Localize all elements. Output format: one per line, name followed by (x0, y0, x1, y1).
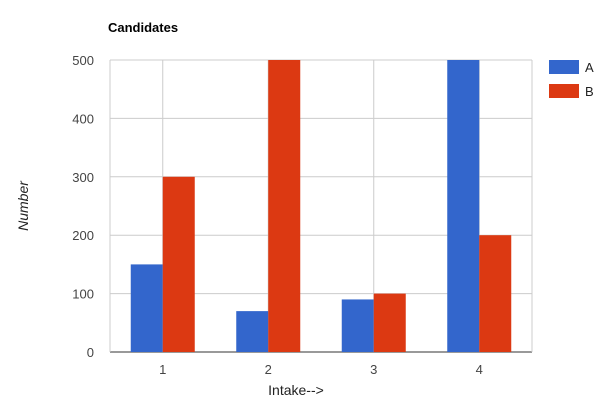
y-axis-title: Number (15, 180, 31, 231)
legend-swatch-B (549, 84, 579, 98)
y-tick-label: 0 (87, 345, 94, 360)
chart-title: Candidates (108, 20, 178, 35)
y-tick-label: 300 (72, 170, 94, 185)
bar-series-B-category-3 (373, 293, 406, 352)
bars (130, 60, 512, 352)
legend-label-A: A (585, 60, 594, 75)
x-tick-label: 3 (370, 362, 377, 377)
bar-series-A-category-2 (236, 311, 269, 352)
bar-series-A-category-4 (447, 60, 480, 352)
y-tick-label: 500 (72, 53, 94, 68)
y-tick-label: 100 (72, 287, 94, 302)
x-axis-title: Intake--> (268, 382, 324, 398)
y-tick-labels: 0 100 200 300 400 500 (72, 53, 94, 360)
x-tick-labels: 1 2 3 4 (159, 362, 483, 377)
x-tick-label: 2 (265, 362, 272, 377)
y-tick-label: 200 (72, 228, 94, 243)
legend: AB (549, 60, 594, 99)
bar-series-A-category-3 (341, 299, 374, 352)
legend-label-B: B (585, 84, 594, 99)
x-tick-label: 4 (476, 362, 483, 377)
bar-series-B-category-2 (268, 60, 301, 352)
x-tick-label: 1 (159, 362, 166, 377)
bar-series-B-category-1 (162, 176, 195, 352)
legend-swatch-A (549, 60, 579, 74)
bar-series-B-category-4 (479, 235, 512, 352)
y-tick-label: 400 (72, 111, 94, 126)
bar-series-A-category-1 (130, 264, 163, 352)
